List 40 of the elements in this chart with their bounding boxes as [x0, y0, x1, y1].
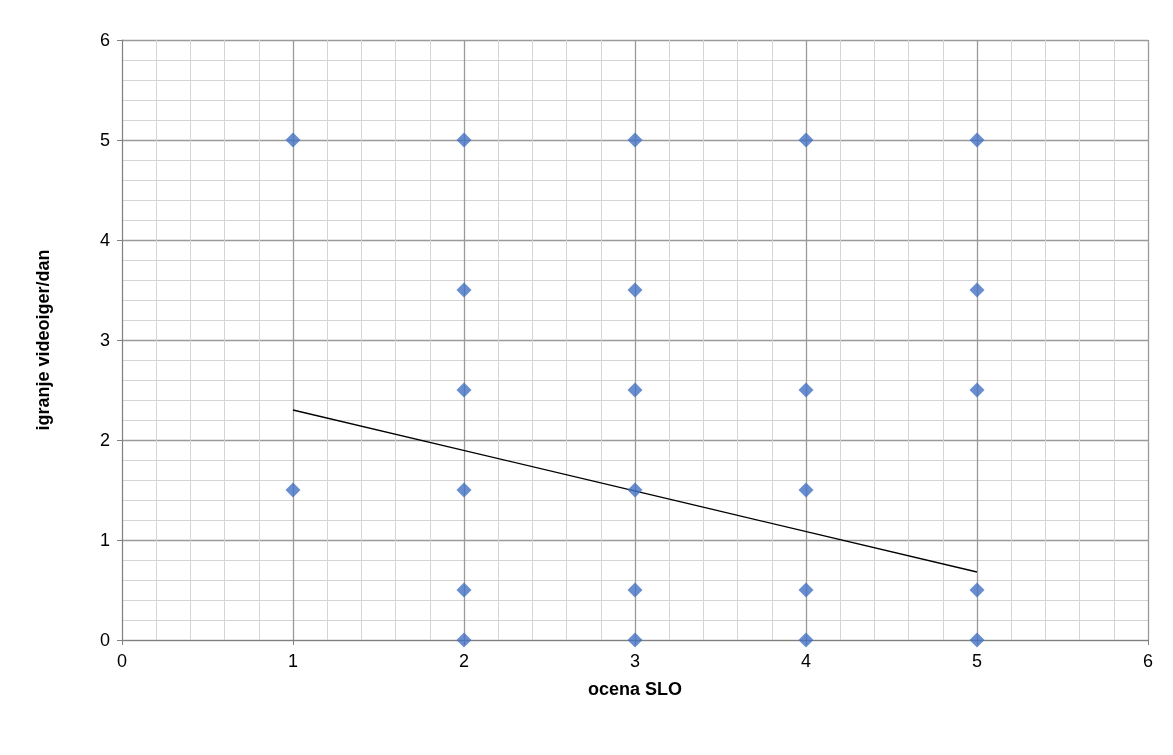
point [798, 132, 814, 148]
point [798, 382, 814, 398]
point [798, 482, 814, 498]
x-tick-label: 6 [1142, 651, 1154, 671]
y-tick-label: 5 [99, 130, 110, 150]
x-tick-label: 0 [116, 651, 128, 671]
point [969, 282, 985, 298]
x-tick-label: 5 [971, 651, 983, 671]
y-tick-label: 0 [99, 630, 110, 650]
point [285, 132, 301, 148]
point [456, 282, 472, 298]
x-tick-label: 4 [800, 651, 812, 671]
x-tick-label: 3 [629, 651, 641, 671]
x-tick-label: 2 [458, 651, 470, 671]
point [456, 582, 472, 598]
point [969, 132, 985, 148]
y-tick-label: 1 [99, 530, 110, 550]
point [969, 382, 985, 398]
x-tick-label: 1 [287, 651, 299, 671]
point [627, 632, 643, 648]
point [456, 382, 472, 398]
point [969, 582, 985, 598]
point [456, 632, 472, 648]
point [456, 132, 472, 148]
y-tick-label: 6 [99, 30, 110, 50]
y-axis-title: igranje videoiger/dan [33, 249, 53, 431]
point [969, 632, 985, 648]
x-axis-title: ocena SLO [587, 679, 683, 699]
point [456, 482, 472, 498]
point [798, 582, 814, 598]
point [627, 382, 643, 398]
point [627, 482, 643, 498]
point [627, 282, 643, 298]
y-tick-label: 4 [99, 230, 110, 250]
point [627, 132, 643, 148]
y-tick-label: 3 [99, 330, 110, 350]
point [627, 582, 643, 598]
point [798, 632, 814, 648]
point [285, 482, 301, 498]
y-tick-label: 2 [99, 430, 110, 450]
